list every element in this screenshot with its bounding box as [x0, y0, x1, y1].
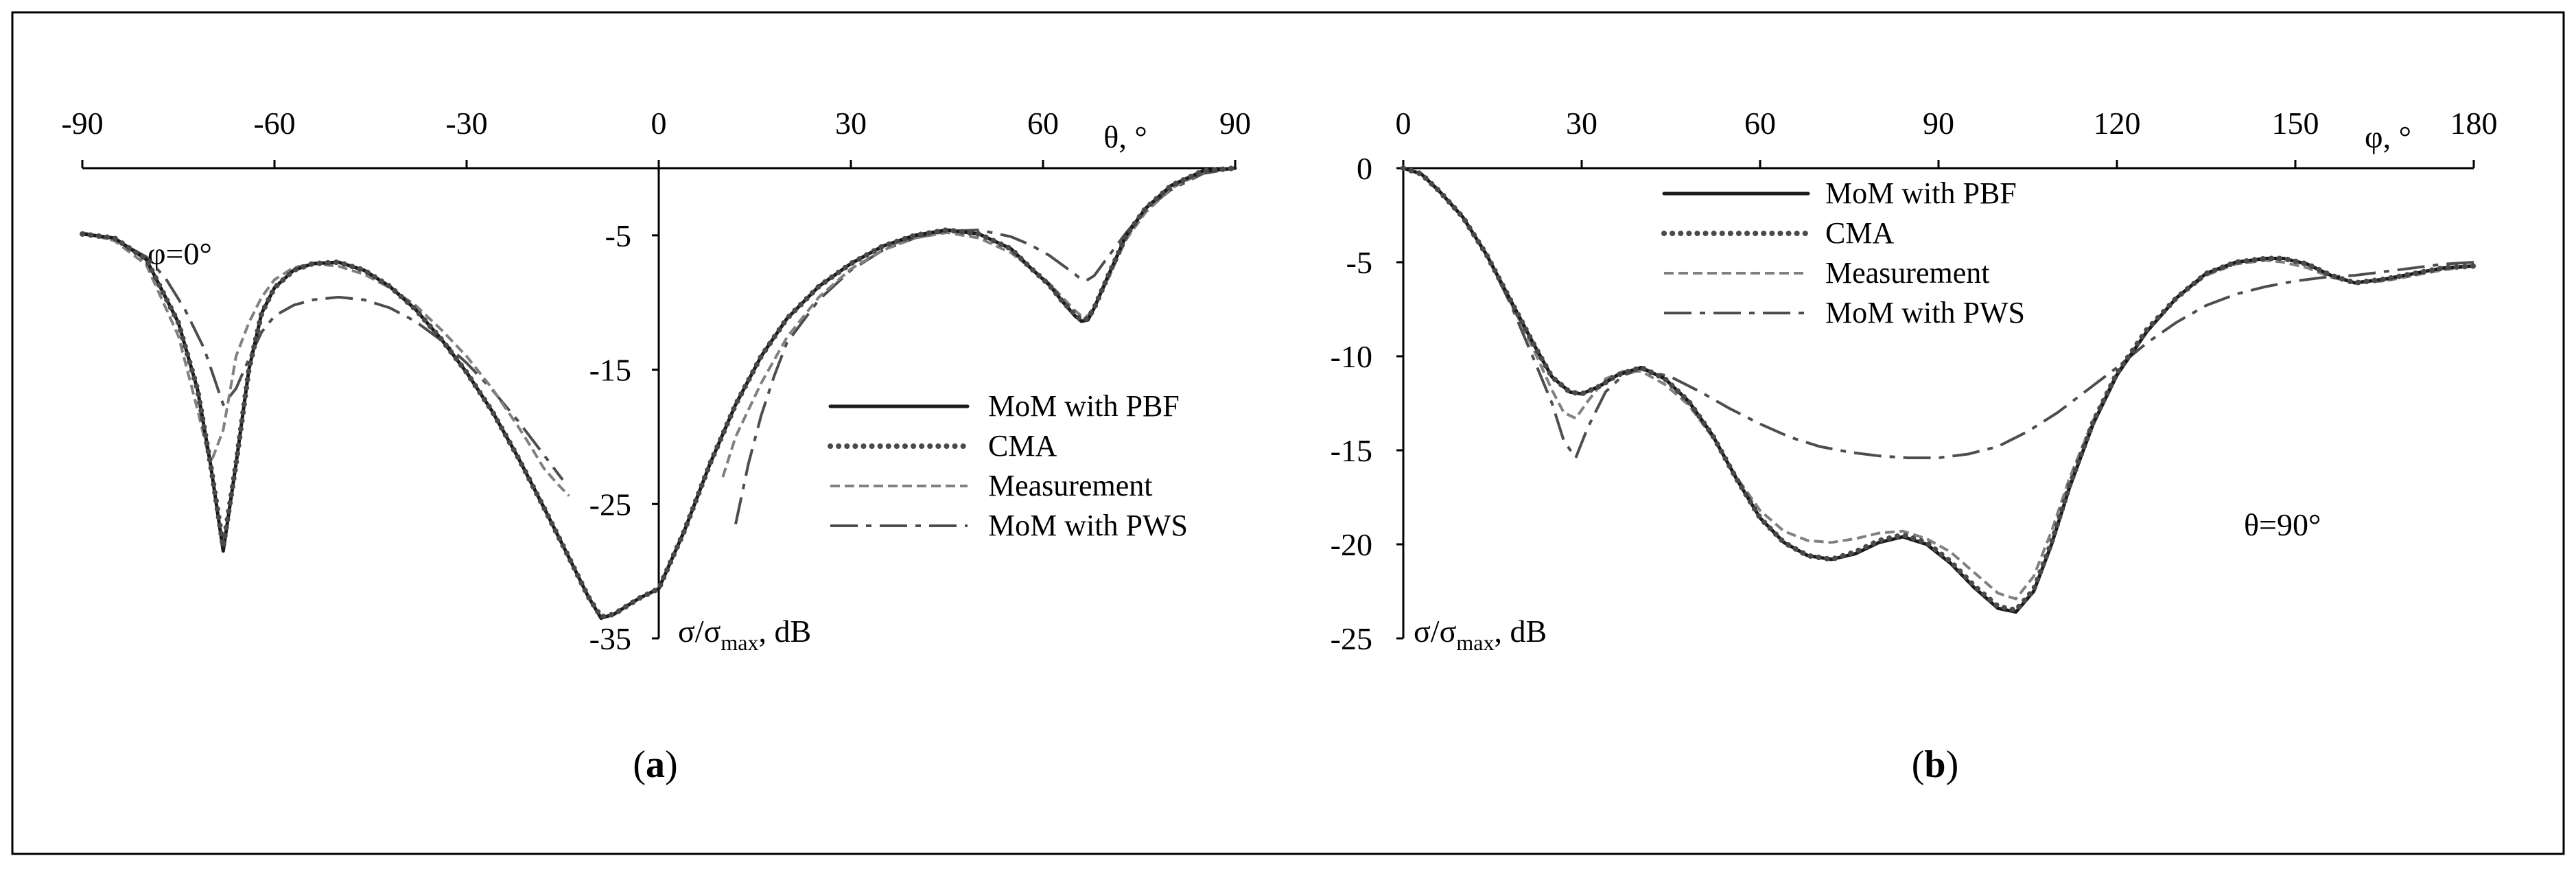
x-tick-label-a: 30 [835, 106, 867, 141]
x-tick-label-b: 150 [2272, 106, 2319, 141]
legend-a: MoM with PBF CMA Measurement MoM with PWS [828, 389, 1188, 542]
legend-label-a: MoM with PWS [988, 509, 1188, 542]
annotation-b: θ=90° [2244, 507, 2321, 542]
y-tick-label-b: -15 [1331, 433, 1372, 468]
y-axis-label-a: σ/σmax, dB [678, 614, 811, 655]
x-tick-label-a: 60 [1027, 106, 1059, 141]
chart-panel-a: -90 -60 -30 0 30 60 90 -5 -15 -25 -35 θ, ° σ/σmax… [61, 106, 1251, 656]
x-tick-label-a: -90 [61, 106, 103, 141]
y-tick-label-a: -35 [589, 621, 631, 656]
x-tick-label-a: 90 [1219, 106, 1251, 141]
series-line-dotted-a [80, 165, 1238, 620]
x-tick-label-b: 0 [1396, 106, 1412, 141]
caption-a: (a) [633, 743, 677, 786]
x-tick-label-b: 180 [2450, 106, 2498, 141]
y-axis-label-b: σ/σmax, dB [1414, 614, 1547, 655]
x-axis-label-a: θ, ° [1103, 119, 1147, 154]
x-tick-label-b: 30 [1566, 106, 1597, 141]
series-line-dashdot-b [1403, 167, 2474, 459]
caption-b: (b) [1912, 743, 1958, 786]
y-tick-label-a: -15 [589, 353, 631, 388]
legend-label-b: MoM with PWS [1825, 296, 2025, 329]
x-tick-label-a: -60 [253, 106, 295, 141]
y-tick-label-b: 0 [1357, 151, 1372, 186]
x-tick-label-b: 120 [2094, 106, 2141, 141]
legend-label-a: MoM with PBF [988, 389, 1180, 423]
figure-border [11, 11, 2565, 855]
legend-label-b: MoM with PBF [1825, 176, 2017, 210]
y-tick-label-b: -10 [1331, 339, 1372, 374]
y-tick-label-b: -20 [1331, 527, 1372, 562]
legend-label-b: CMA [1825, 216, 1894, 250]
y-tick-label-a: -25 [589, 487, 631, 522]
legend-label-b: Measurement [1825, 256, 1989, 290]
series-line-dotted-b [1401, 165, 2477, 613]
annotation-a: φ=0° [148, 236, 212, 271]
x-tick-label-b: 90 [1923, 106, 1954, 141]
x-axis-label-b: φ, ° [2365, 119, 2411, 154]
chart-panel-b: 0 30 60 90 120 150 180 0 -5 -10 -15 -20 -25 φ, ° σ/… [1331, 106, 2498, 656]
y-tick-label-b: -5 [1346, 245, 1372, 280]
legend-label-a: Measurement [988, 469, 1152, 502]
x-tick-label-b: 60 [1744, 106, 1776, 141]
legend-label-a: CMA [988, 429, 1057, 463]
x-tick-label-a: 0 [651, 106, 667, 141]
series-line-dashed-b [1403, 167, 2474, 601]
x-tick-label-a: -30 [445, 106, 487, 141]
y-tick-label-b: -25 [1331, 621, 1372, 656]
legend-b: MoM with PBF CMA Measurement MoM with PWS [1661, 176, 2025, 329]
y-tick-label-a: -5 [605, 218, 631, 253]
